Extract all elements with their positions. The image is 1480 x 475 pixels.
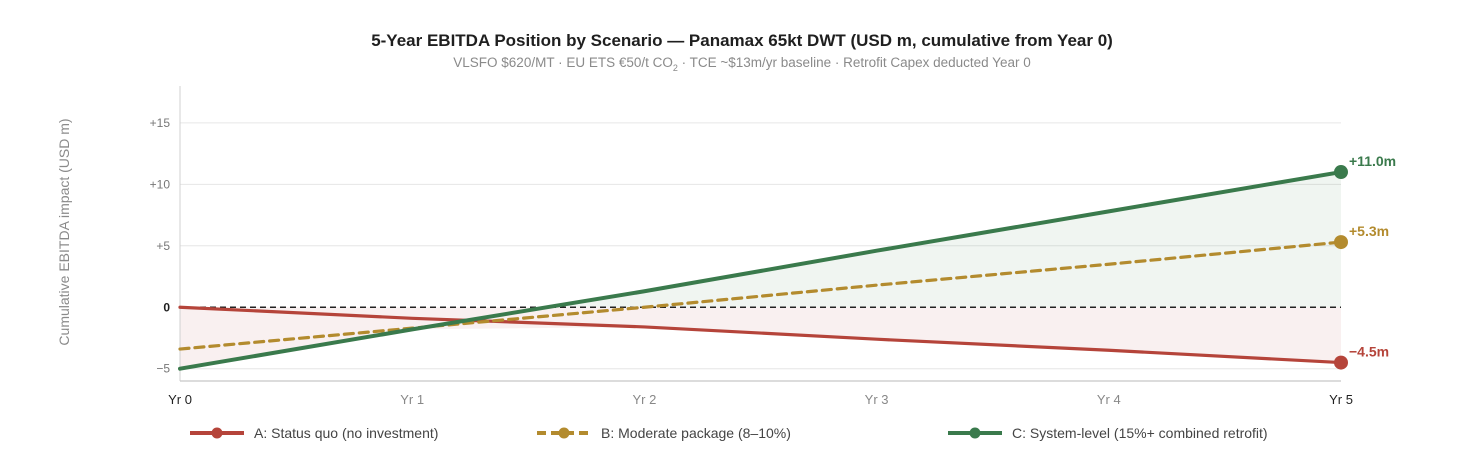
positive-area-fill <box>180 172 1341 308</box>
series-end-label: +11.0m <box>1349 153 1396 169</box>
series-end-marker <box>1334 235 1348 250</box>
subtitle-text: VLSFO $620/MT · EU ETS €50/t CO <box>453 55 673 70</box>
series-end-marker <box>1334 355 1348 370</box>
legend-label: C: System-level (15%+ combined retrofit) <box>1012 425 1268 441</box>
y-tick-label: −5 <box>156 362 170 376</box>
x-tick-label: Yr 4 <box>1097 392 1121 407</box>
series-end-label: −4.5m <box>1349 344 1389 360</box>
y-axis-label: Cumulative EBITDA impact (USD m) <box>56 118 72 345</box>
x-tick-label: Yr 3 <box>865 392 889 407</box>
axis-layer: −5 0 +5 +10 +15 Yr 0 Yr 1 Yr 2 Yr 3 Yr 4 Yr 5 <box>150 86 1353 407</box>
y-tick-label: +10 <box>150 177 171 191</box>
chart-title: 5-Year EBITDA Position by Scenario — Pan… <box>371 31 1113 50</box>
series-line-b <box>178 240 1343 351</box>
label-layer: −4.5m +5.3m +11.0m <box>1349 153 1396 360</box>
x-tick-label: Yr 0 <box>168 392 192 407</box>
series-line-a <box>178 305 1343 365</box>
series-end-label: +5.3m <box>1349 223 1389 239</box>
x-tick-label: Yr 5 <box>1329 392 1353 407</box>
x-tick-label: Yr 2 <box>632 392 656 407</box>
legend-swatch-marker <box>558 427 570 439</box>
legend-swatch-marker <box>211 427 223 439</box>
x-tick-label: Yr 1 <box>400 392 424 407</box>
subtitle-text-rest: · TCE ~$13m/yr baseline · Retrofit Capex… <box>678 55 1031 70</box>
y-tick-label: 0 <box>163 300 170 314</box>
legend-label: B: Moderate package (8–10%) <box>601 425 791 441</box>
y-tick-label: +5 <box>156 239 170 253</box>
legend: A: Status quo (no investment) B: Moderate… <box>190 425 1268 441</box>
subtitle-subscript: 2 <box>673 63 678 73</box>
legend-swatch-marker <box>969 427 981 439</box>
chart-subtitle: VLSFO $620/MT · EU ETS €50/t CO2 · TCE ~… <box>453 55 1030 73</box>
series-line-c <box>178 170 1343 371</box>
grid-layer <box>180 122 1341 370</box>
series-layer <box>178 165 1348 371</box>
series-end-marker <box>1334 165 1348 180</box>
legend-label: A: Status quo (no investment) <box>254 425 438 441</box>
y-tick-label: +15 <box>150 116 171 130</box>
